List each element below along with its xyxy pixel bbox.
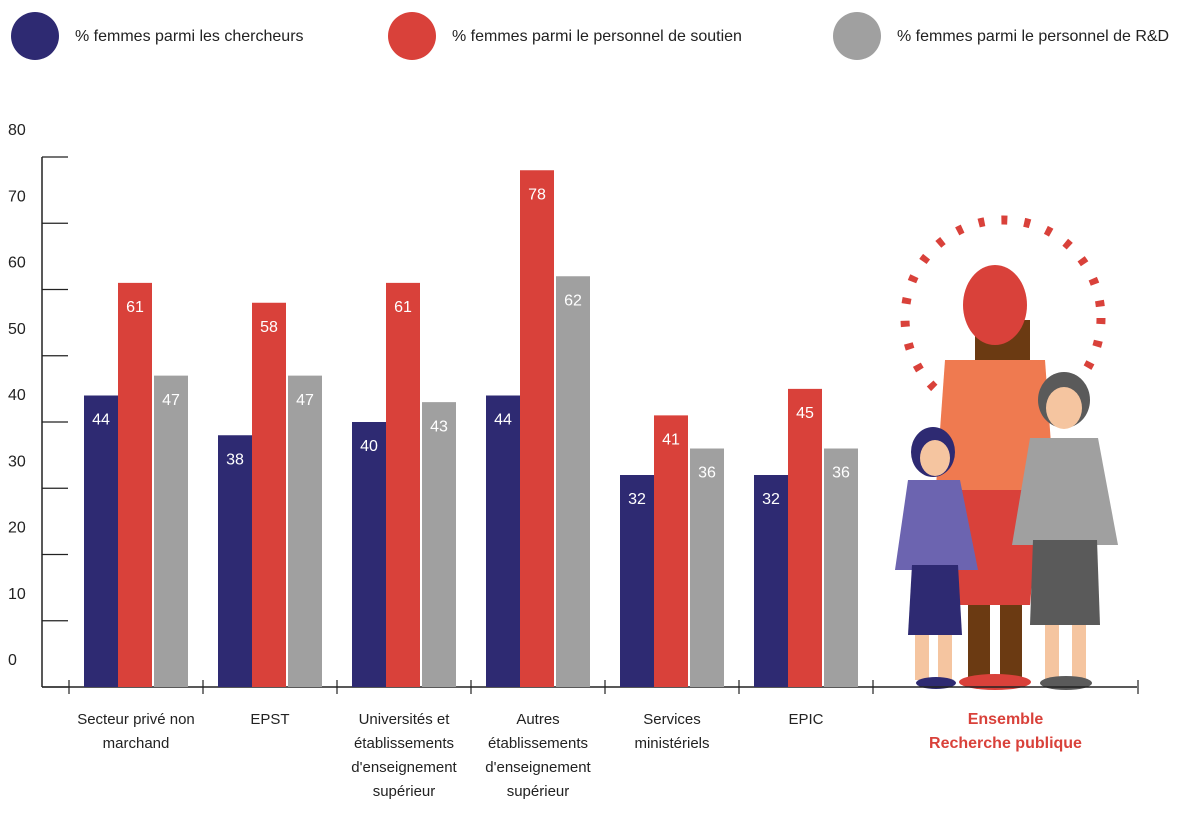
- figure-head: [963, 265, 1027, 345]
- y-tick-label: 20: [8, 520, 26, 537]
- bar: [252, 302, 286, 687]
- bar: [824, 448, 858, 687]
- figure-skirt: [1030, 540, 1100, 625]
- legend-label: % femmes parmi le personnel de soutien: [452, 28, 742, 45]
- value-label: 36: [832, 465, 850, 482]
- figure-shoe: [916, 677, 956, 689]
- value-label: 45: [796, 405, 814, 422]
- illustration: [895, 215, 1118, 690]
- bar: [288, 375, 322, 687]
- legend-swatch: [833, 12, 881, 60]
- y-tick-label: 40: [8, 387, 26, 404]
- halo: [900, 215, 1106, 421]
- bar: [154, 375, 188, 687]
- value-label: 78: [528, 186, 546, 203]
- legend-swatch: [11, 12, 59, 60]
- y-tick-label: 0: [8, 652, 17, 669]
- bar: [754, 475, 788, 687]
- figure-body: [895, 480, 978, 570]
- bar: [352, 422, 386, 687]
- figure-face: [1046, 387, 1082, 429]
- bar: [654, 415, 688, 687]
- value-label: 32: [628, 491, 646, 508]
- value-label: 38: [226, 451, 244, 468]
- y-tick-label: 70: [8, 188, 26, 205]
- x-tick-label: EPIC: [788, 711, 824, 728]
- figure-shoe: [959, 674, 1031, 690]
- bar: [422, 402, 456, 687]
- value-label: 47: [296, 392, 314, 409]
- bar: [84, 395, 118, 687]
- y-tick-label: 80: [8, 122, 26, 139]
- x-tick-label: Secteur privé non marchand: [77, 711, 195, 752]
- bar: [218, 435, 252, 687]
- bar: [386, 282, 420, 687]
- value-label: 58: [260, 319, 278, 336]
- value-label: 61: [126, 299, 144, 316]
- figure-body: [1012, 438, 1118, 545]
- figure-body: [935, 360, 1055, 500]
- x-tick-label: Ensemble Recherche publique: [929, 711, 1082, 752]
- value-label: 44: [92, 412, 110, 429]
- y-tick-label: 10: [8, 586, 26, 603]
- bar: [620, 475, 654, 687]
- value-label: 41: [662, 432, 680, 449]
- bar: [556, 276, 590, 687]
- bar: [118, 282, 152, 687]
- value-label: 44: [494, 412, 512, 429]
- bar: [486, 395, 520, 687]
- x-tick-label: Services ministériels: [634, 711, 710, 752]
- value-label: 62: [564, 292, 582, 309]
- y-tick-label: 50: [8, 321, 26, 338]
- x-tick-label: Universités et établissements d'enseigne…: [351, 711, 457, 800]
- x-tick-label: EPST: [250, 711, 290, 728]
- value-label: 32: [762, 491, 780, 508]
- x-tick-label: Autres établissements d'enseignement sup…: [485, 711, 591, 800]
- legend-label: % femmes parmi les chercheurs: [75, 28, 304, 45]
- value-label: 61: [394, 299, 412, 316]
- figure-skirt: [908, 565, 962, 635]
- bar: [520, 170, 554, 687]
- legend-label: % femmes parmi le personnel de R&D: [897, 28, 1169, 45]
- y-tick-label: 60: [8, 255, 26, 272]
- legend-swatch: [388, 12, 436, 60]
- y-tick-label: 30: [8, 453, 26, 470]
- bar: [788, 388, 822, 687]
- value-label: 36: [698, 465, 716, 482]
- bar: [690, 448, 724, 687]
- value-label: 40: [360, 438, 378, 455]
- value-label: 47: [162, 392, 180, 409]
- value-label: 43: [430, 418, 448, 435]
- figure-face: [920, 440, 950, 476]
- figure-shoe: [1040, 676, 1092, 690]
